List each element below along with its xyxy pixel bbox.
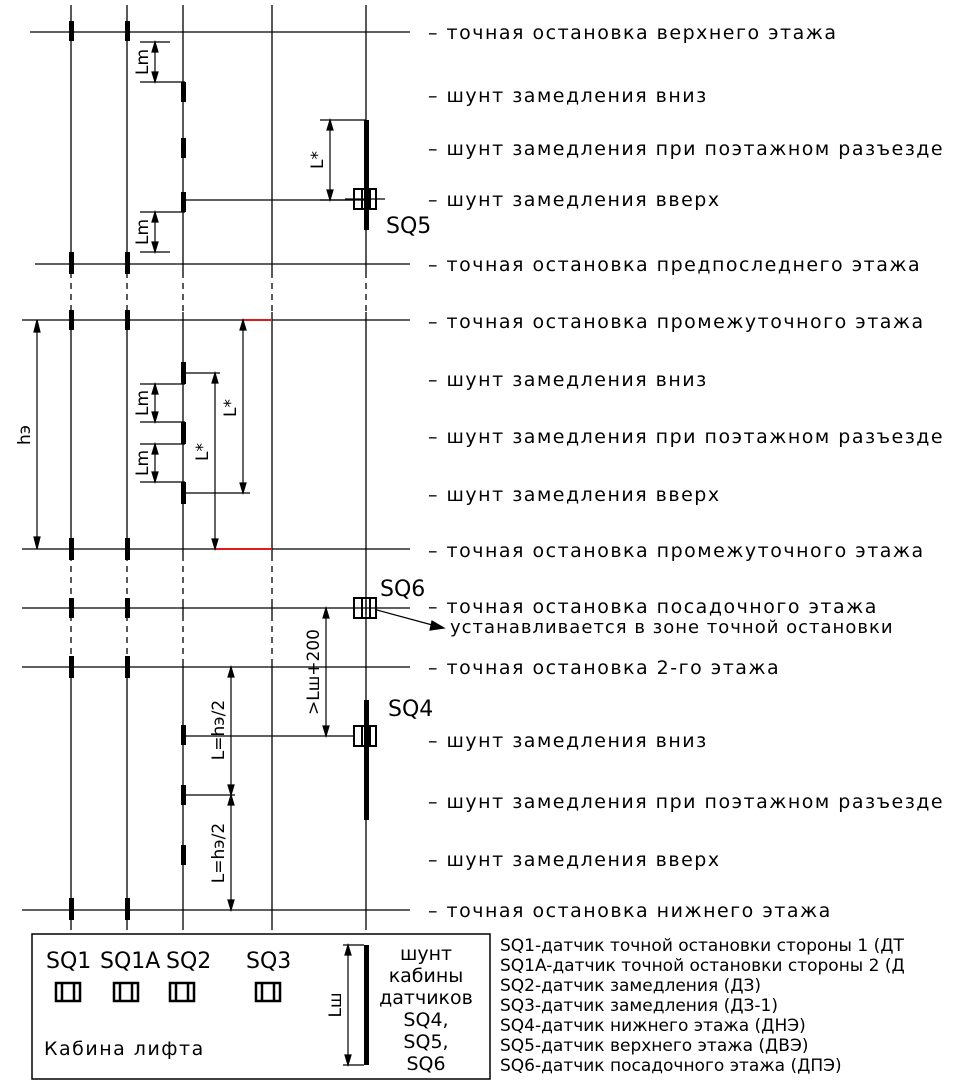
- label-bottom-mid: – шунт замедления при поэтажном разъезде: [428, 791, 944, 813]
- dim-he: hэ: [15, 425, 35, 445]
- legend-shunt-dimension: [343, 942, 364, 1068]
- label-inter-stop-1: – точная остановка промежуточного этажа: [428, 311, 925, 333]
- note-sq3: SQ3-датчик замедления (ДЗ-1): [500, 996, 778, 1016]
- label-inter-down: – шунт замедления вниз: [428, 369, 708, 391]
- dim-lstar-1: L*: [308, 151, 328, 169]
- label-pre-top-stop: – точная остановка предпоследнего этажа: [428, 254, 921, 276]
- legend-lsh: Lш: [326, 992, 346, 1017]
- dimension-labels: Lm Lm L* hэ Lm Lm L* L* >Lш+200 L=hэ/2 L…: [15, 49, 328, 883]
- label-second-stop: – точная остановка 2-го этажа: [428, 657, 780, 679]
- label-top-mid: – шунт замедления при поэтажном разъезде: [428, 138, 944, 160]
- legend-shunt-line-2: кабины: [389, 965, 464, 987]
- floor-lines: [22, 31, 410, 911]
- sensor-tags: SQ5 SQ6 SQ4: [380, 214, 433, 722]
- vertical-guides: [70, 5, 367, 930]
- sensor-housings: [345, 188, 385, 747]
- legend-sq1: SQ1: [46, 949, 91, 974]
- label-bottom-up: – шунт замедления вверх: [428, 849, 721, 871]
- section-breaks: [50, 272, 390, 660]
- note-sq4: SQ4-датчик нижнего этажа (ДНЭ): [500, 1016, 806, 1036]
- dimension-lines: [33, 39, 446, 913]
- dim-lm-1: Lm: [133, 49, 153, 75]
- legend-cabin: Кабина лифта: [44, 1038, 205, 1060]
- dim-lstar-2: L*: [193, 443, 213, 461]
- legend-sq1a: SQ1A: [100, 949, 160, 974]
- highlight-lines: [215, 319, 272, 550]
- label-inter-stop-2: – точная остановка промежуточного этажа: [428, 540, 925, 562]
- floor-label-list: – точная остановка верхнего этажа – шунт…: [428, 22, 944, 922]
- label-landing-note: устанавливается в зоне точной остановки: [450, 617, 894, 638]
- sensor-flags: [69, 21, 369, 920]
- legend-shunt-line-5: SQ5,: [403, 1031, 448, 1053]
- label-landing-stop: – точная остановка посадочного этажа: [428, 596, 878, 618]
- dim-lsh200: >Lш+200: [304, 629, 324, 715]
- legend-shunt-line-1: шунт: [400, 943, 452, 965]
- legend-sq3: SQ3: [246, 949, 291, 974]
- legend-shunt-line-6: SQ6: [406, 1053, 445, 1075]
- dim-half-2: L=hэ/2: [209, 823, 229, 883]
- label-bottom-down: – шунт замедления вниз: [428, 730, 708, 752]
- legend-sensor-icons: [54, 981, 282, 1003]
- legend: SQ1 SQ1A SQ2 SQ3 Кабина лифта Lш шунт ка…: [31, 933, 491, 1080]
- label-top-up: – шунт замедления вверх: [428, 189, 721, 211]
- dim-lstar-3: L*: [221, 399, 241, 417]
- dim-lm-3: Lm: [133, 390, 153, 416]
- label-top-down: – шунт замедления вниз: [428, 85, 708, 107]
- note-sq1: SQ1-датчик точной остановки стороны 1 (Д…: [500, 936, 905, 956]
- tag-sq4: SQ4: [388, 697, 433, 722]
- label-inter-mid: – шунт замедления при поэтажном разъезде: [428, 426, 944, 448]
- note-sq5: SQ5-датчик верхнего этажа (ДВЭ): [500, 1036, 808, 1056]
- legend-shunt-line-4: SQ4,: [403, 1009, 448, 1031]
- tag-sq6: SQ6: [380, 577, 425, 602]
- dim-lm-2: Lm: [133, 219, 153, 245]
- note-sq2: SQ2-датчик замедления (ДЗ): [500, 976, 761, 996]
- label-inter-up: – шунт замедления вверх: [428, 484, 721, 506]
- legend-shunt-bar: [364, 945, 369, 1065]
- note-sq6: SQ6-датчик посадочного этажа (ДПЭ): [500, 1056, 842, 1076]
- label-top-stop: – точная остановка верхнего этажа: [428, 22, 838, 44]
- legend-shunt-line-3: датчиков: [379, 987, 473, 1009]
- dim-lm-4: Lm: [133, 450, 153, 476]
- tag-sq5: SQ5: [386, 214, 431, 239]
- sensor-notes: SQ1-датчик точной остановки стороны 1 (Д…: [500, 936, 905, 1076]
- label-bottom-stop: – точная остановка нижнего этажа: [428, 900, 832, 922]
- legend-sq2: SQ2: [166, 949, 211, 974]
- dim-half-1: L=hэ/2: [209, 700, 229, 760]
- note-sq1a: SQ1A-датчик точной остановки стороны 2 (…: [500, 956, 905, 976]
